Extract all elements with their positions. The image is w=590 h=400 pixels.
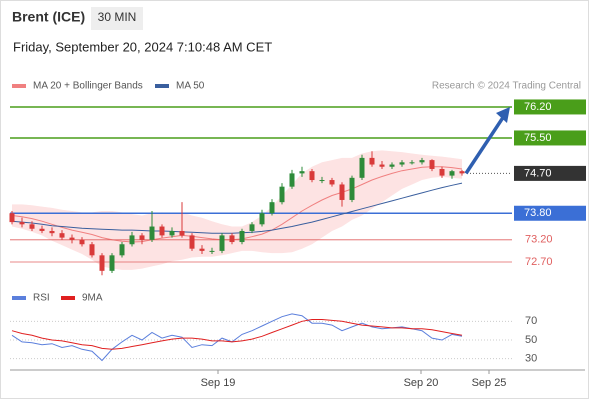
level-label-box [514,99,586,115]
level-label: 73.80 [524,207,552,219]
candle-body [29,224,35,229]
level-label-box [514,165,586,181]
instrument-title: Brent (ICE) [12,9,85,25]
candle-body [379,164,385,167]
candle-body [359,157,365,178]
candle-body [279,186,285,203]
candle-body [409,162,415,164]
candle-body [419,160,425,163]
candle-body [289,173,295,187]
legend-swatch [12,296,26,300]
candle-body [429,160,435,169]
candle-body [239,230,245,243]
candle-body [189,235,195,249]
candle-body [209,250,215,252]
candle-body [79,239,85,245]
ma20-line [11,166,463,243]
candle-body [69,237,75,240]
forecast-arrowhead [496,106,510,123]
candle-body [149,226,155,240]
level-label: 76.20 [524,101,552,113]
candle-body [369,157,375,165]
legend-label: MA 50 [176,81,205,92]
timeframe-box [91,7,143,30]
legend-label: MA 20 + Bollinger Bands [33,81,143,92]
candle-body [219,235,225,251]
legend-swatch [61,296,75,300]
timeframe: 30 MIN [98,10,137,24]
candle-body [19,222,25,225]
candle-body [459,171,465,174]
legend-swatch [155,84,169,88]
y-tick-label: 50 [525,334,537,346]
candle-body [339,184,345,200]
x-tick-label: Sep 19 [201,377,236,389]
candle-body [109,255,115,271]
candle-body [59,233,65,238]
forecast-arrow [464,111,508,175]
level-label: 75.50 [524,132,552,144]
candle-body [99,255,105,271]
legend-label: 9MA [82,293,103,304]
candle-body [229,235,235,243]
y-tick-label: 30 [525,353,537,365]
level-label-box [514,130,586,146]
rsi-line [11,313,463,362]
candle-body [169,230,175,236]
candle-body [199,248,205,251]
candle-body [159,226,165,236]
candle-body [39,228,45,231]
candle-body [129,235,135,245]
candle-body [439,168,445,176]
legend-swatch [12,84,26,88]
candle-body [139,235,145,240]
candle-body [89,244,95,256]
candle-body [309,171,315,181]
level-label: 74.70 [524,167,552,179]
candle-body [329,180,335,185]
datetime: Friday, September 20, 2024 7:10:48 AM CE… [13,39,272,54]
candle-body [299,171,305,174]
candle-body [9,213,15,223]
rsi-line [11,319,463,350]
bollinger-band [12,150,462,270]
attribution: Research © 2024 Trading Central [432,81,581,92]
candle-body [259,213,265,225]
candle-body [49,230,55,234]
level-label: 72.70 [525,256,553,268]
y-tick-label: 70 [525,315,537,327]
level-label: 73.20 [525,234,553,246]
candle-body [269,202,275,214]
candle-body [349,177,355,200]
candle-body [179,230,185,236]
candle-body [249,224,255,231]
level-label-box [514,205,586,221]
candle-body [399,162,405,165]
ma50-line [11,182,463,234]
candle-body [119,244,125,256]
x-tick-label: Sep 20 [404,377,439,389]
candle-body [449,171,455,176]
candle-body [319,180,325,182]
legend-label: RSI [33,293,50,304]
candle-body [389,164,395,167]
x-tick-label: Sep 25 [472,377,507,389]
